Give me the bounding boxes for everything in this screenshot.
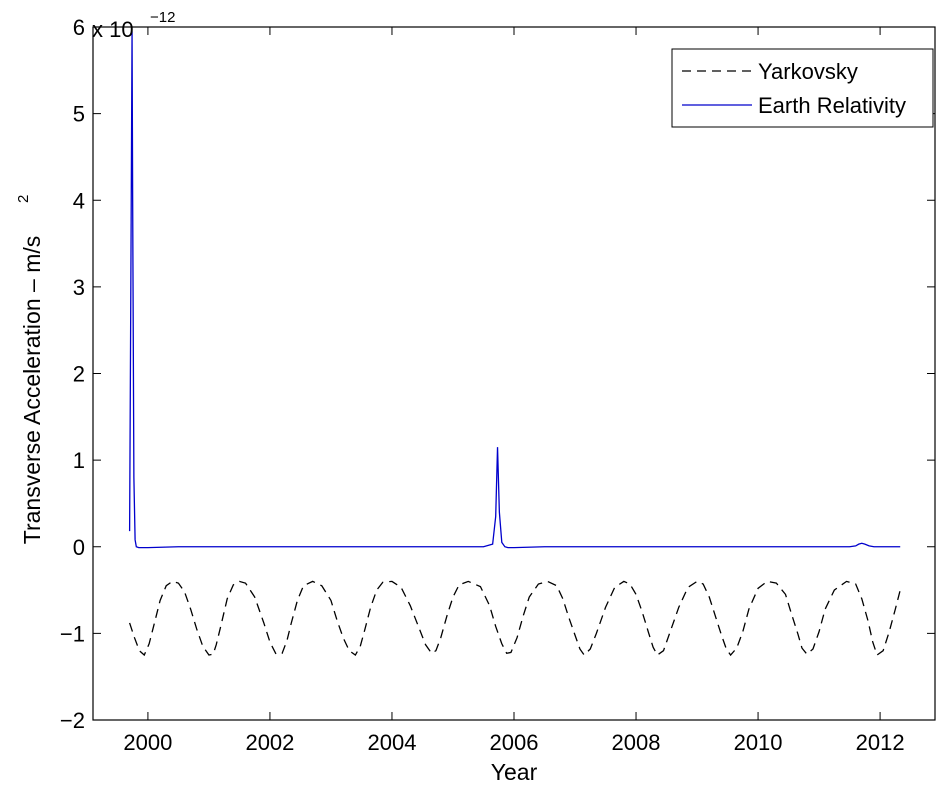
y-tick-label: −2	[60, 708, 85, 733]
x-axis-ticks: 2000 2002 2004 2006 2008 2010 2012	[123, 27, 905, 755]
x-tick-label: 2002	[245, 730, 294, 755]
x-tick-label: 2000	[123, 730, 172, 755]
legend-label-yarkovsky: Yarkovsky	[758, 59, 858, 84]
y-tick-label: 2	[73, 362, 85, 387]
y-axis-ticks: −2 −1 0 1 2 3 4 5 6	[60, 15, 935, 733]
y-axis-label-superscript: 2	[15, 195, 32, 203]
y-multiplier-label: x 10	[92, 17, 134, 42]
x-tick-label: 2006	[490, 730, 539, 755]
x-tick-label: 2008	[612, 730, 661, 755]
y-tick-label: 1	[73, 448, 85, 473]
y-tick-label: 4	[73, 188, 85, 213]
y-multiplier-exponent: −12	[150, 9, 175, 26]
legend-box	[671, 48, 934, 128]
series-layer	[128, 31, 901, 657]
y-axis-label: Transverse Acceleration – m/s	[19, 236, 45, 545]
y-tick-label: 5	[73, 102, 85, 127]
y-tick-label: −1	[60, 621, 85, 646]
legend: Yarkovsky Earth Relativity	[671, 48, 934, 128]
x-tick-label: 2012	[856, 730, 905, 755]
y-tick-label: 3	[73, 275, 85, 300]
series-line-yarkovsky	[128, 580, 901, 657]
y-tick-label: 6	[73, 15, 85, 40]
x-tick-label: 2010	[734, 730, 783, 755]
plot-area	[92, 26, 936, 721]
series-line-earth-relativity	[128, 31, 901, 549]
x-tick-label: 2004	[367, 730, 416, 755]
legend-label-earth-relativity: Earth Relativity	[758, 93, 906, 118]
x-axis-label: Year	[491, 759, 538, 785]
y-tick-label: 0	[73, 535, 85, 560]
